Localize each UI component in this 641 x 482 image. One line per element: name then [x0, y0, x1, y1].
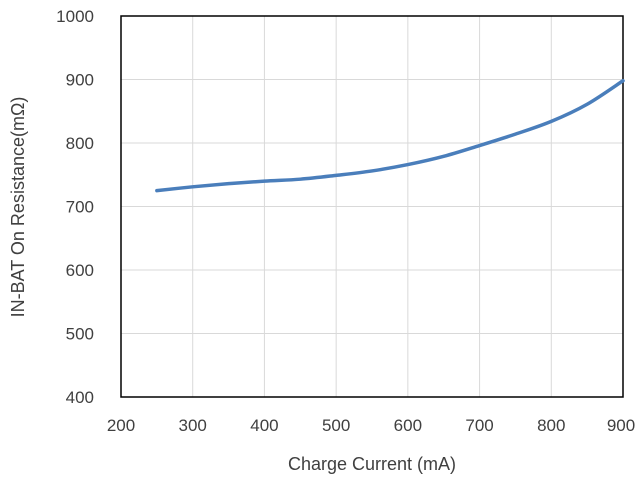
data-layer	[155, 79, 625, 193]
x-tick-label: 600	[394, 416, 422, 435]
x-tick-label: 700	[465, 416, 493, 435]
y-tick-label: 800	[66, 134, 94, 153]
y-tick-label: 400	[66, 388, 94, 407]
x-tick-labels: 200 300 400 500 600 700 800 900	[107, 416, 635, 435]
plot-frame	[120, 15, 624, 398]
y-tick-label: 500	[66, 325, 94, 344]
y-tick-label: 900	[66, 71, 94, 90]
y-tick-label: 600	[66, 261, 94, 280]
y-tick-label: 1000	[56, 7, 94, 26]
series-line-0	[155, 79, 625, 193]
x-tick-label: 300	[179, 416, 207, 435]
x-axis-title: Charge Current (mA)	[288, 454, 456, 474]
x-tick-label: 800	[537, 416, 565, 435]
y-tick-label: 700	[66, 198, 94, 217]
x-tick-label: 200	[107, 416, 135, 435]
x-tick-label: 500	[322, 416, 350, 435]
y-axis-title: IN-BAT On Resistance(mΩ)	[8, 97, 28, 318]
x-tick-label: 900	[607, 416, 635, 435]
x-tick-label: 400	[250, 416, 278, 435]
grid-lines	[120, 15, 624, 398]
y-tick-labels: 400 500 600 700 800 900 1000	[56, 7, 94, 407]
